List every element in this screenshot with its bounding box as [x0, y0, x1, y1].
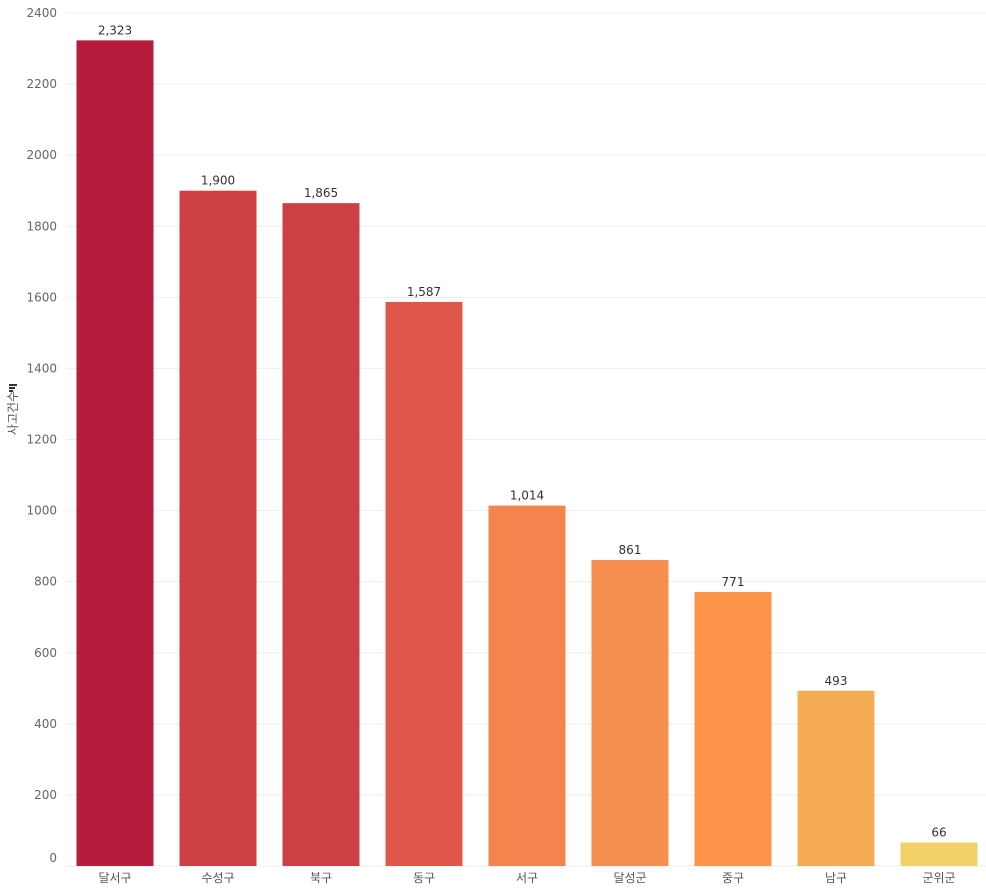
y-tick-label: 200	[34, 788, 57, 802]
bar-2[interactable]	[179, 190, 257, 867]
bar-value-label: 771	[722, 575, 745, 589]
x-category-label: 남구	[825, 871, 847, 885]
bar-3[interactable]	[282, 203, 360, 866]
y-tick-label: 2000	[26, 148, 57, 162]
bar-value-label: 1,865	[304, 186, 338, 200]
y-tick-label: 800	[34, 575, 57, 589]
bar-value-label: 1,014	[510, 489, 544, 503]
y-tick-label: 0	[49, 851, 57, 865]
data-labels: 2,323 1,900 1,865 1,587 1,014 861 771 493 66	[98, 23, 947, 839]
x-category-label: 수성구	[201, 871, 234, 885]
x-category-label: 달성군	[613, 871, 646, 885]
y-axis-title-group[interactable]: 사고건수	[6, 384, 20, 435]
x-category-label: 서구	[516, 871, 538, 885]
bar-value-label: 66	[931, 826, 946, 840]
y-tick-label: 1400	[26, 361, 57, 375]
bar-5[interactable]	[488, 505, 566, 866]
bar-7[interactable]	[694, 591, 772, 866]
bar-6[interactable]	[591, 559, 669, 866]
x-axis-categories: 달서구 수성구 북구 동구 서구 달성군 중구 남구 군위군	[98, 871, 955, 885]
bar-value-label: 2,323	[98, 23, 132, 37]
x-category-label: 북구	[310, 871, 332, 885]
x-category-label: 달서구	[98, 871, 131, 885]
bar-value-label: 1,587	[407, 285, 441, 299]
bars	[76, 40, 978, 867]
bar-8[interactable]	[797, 690, 875, 866]
bar-4[interactable]	[385, 301, 463, 866]
y-tick-label: 1200	[26, 433, 57, 447]
y-tick-label: 2200	[26, 77, 57, 91]
y-tick-label: 600	[34, 646, 57, 660]
bar-value-label: 493	[825, 674, 848, 688]
y-tick-label: 2400	[26, 6, 57, 20]
bar-9[interactable]	[900, 842, 978, 866]
y-axis-title: 사고건수	[6, 391, 20, 435]
y-tick-label: 1600	[26, 290, 57, 304]
y-tick-label: 1800	[26, 219, 57, 233]
y-axis-ticks: 0 200 400 600 800 1000 1200 1400 1600 1800 2000 220…	[26, 6, 57, 865]
y-tick-label: 1000	[26, 504, 57, 518]
x-category-label: 동구	[413, 871, 435, 885]
x-category-label: 군위군	[922, 871, 955, 885]
sort-bars-icon[interactable]	[9, 384, 17, 392]
y-tick-label: 400	[34, 717, 57, 731]
bar-value-label: 1,900	[201, 174, 235, 188]
bar-1[interactable]	[76, 40, 154, 867]
x-category-label: 중구	[722, 871, 744, 885]
bar-value-label: 861	[619, 543, 642, 557]
